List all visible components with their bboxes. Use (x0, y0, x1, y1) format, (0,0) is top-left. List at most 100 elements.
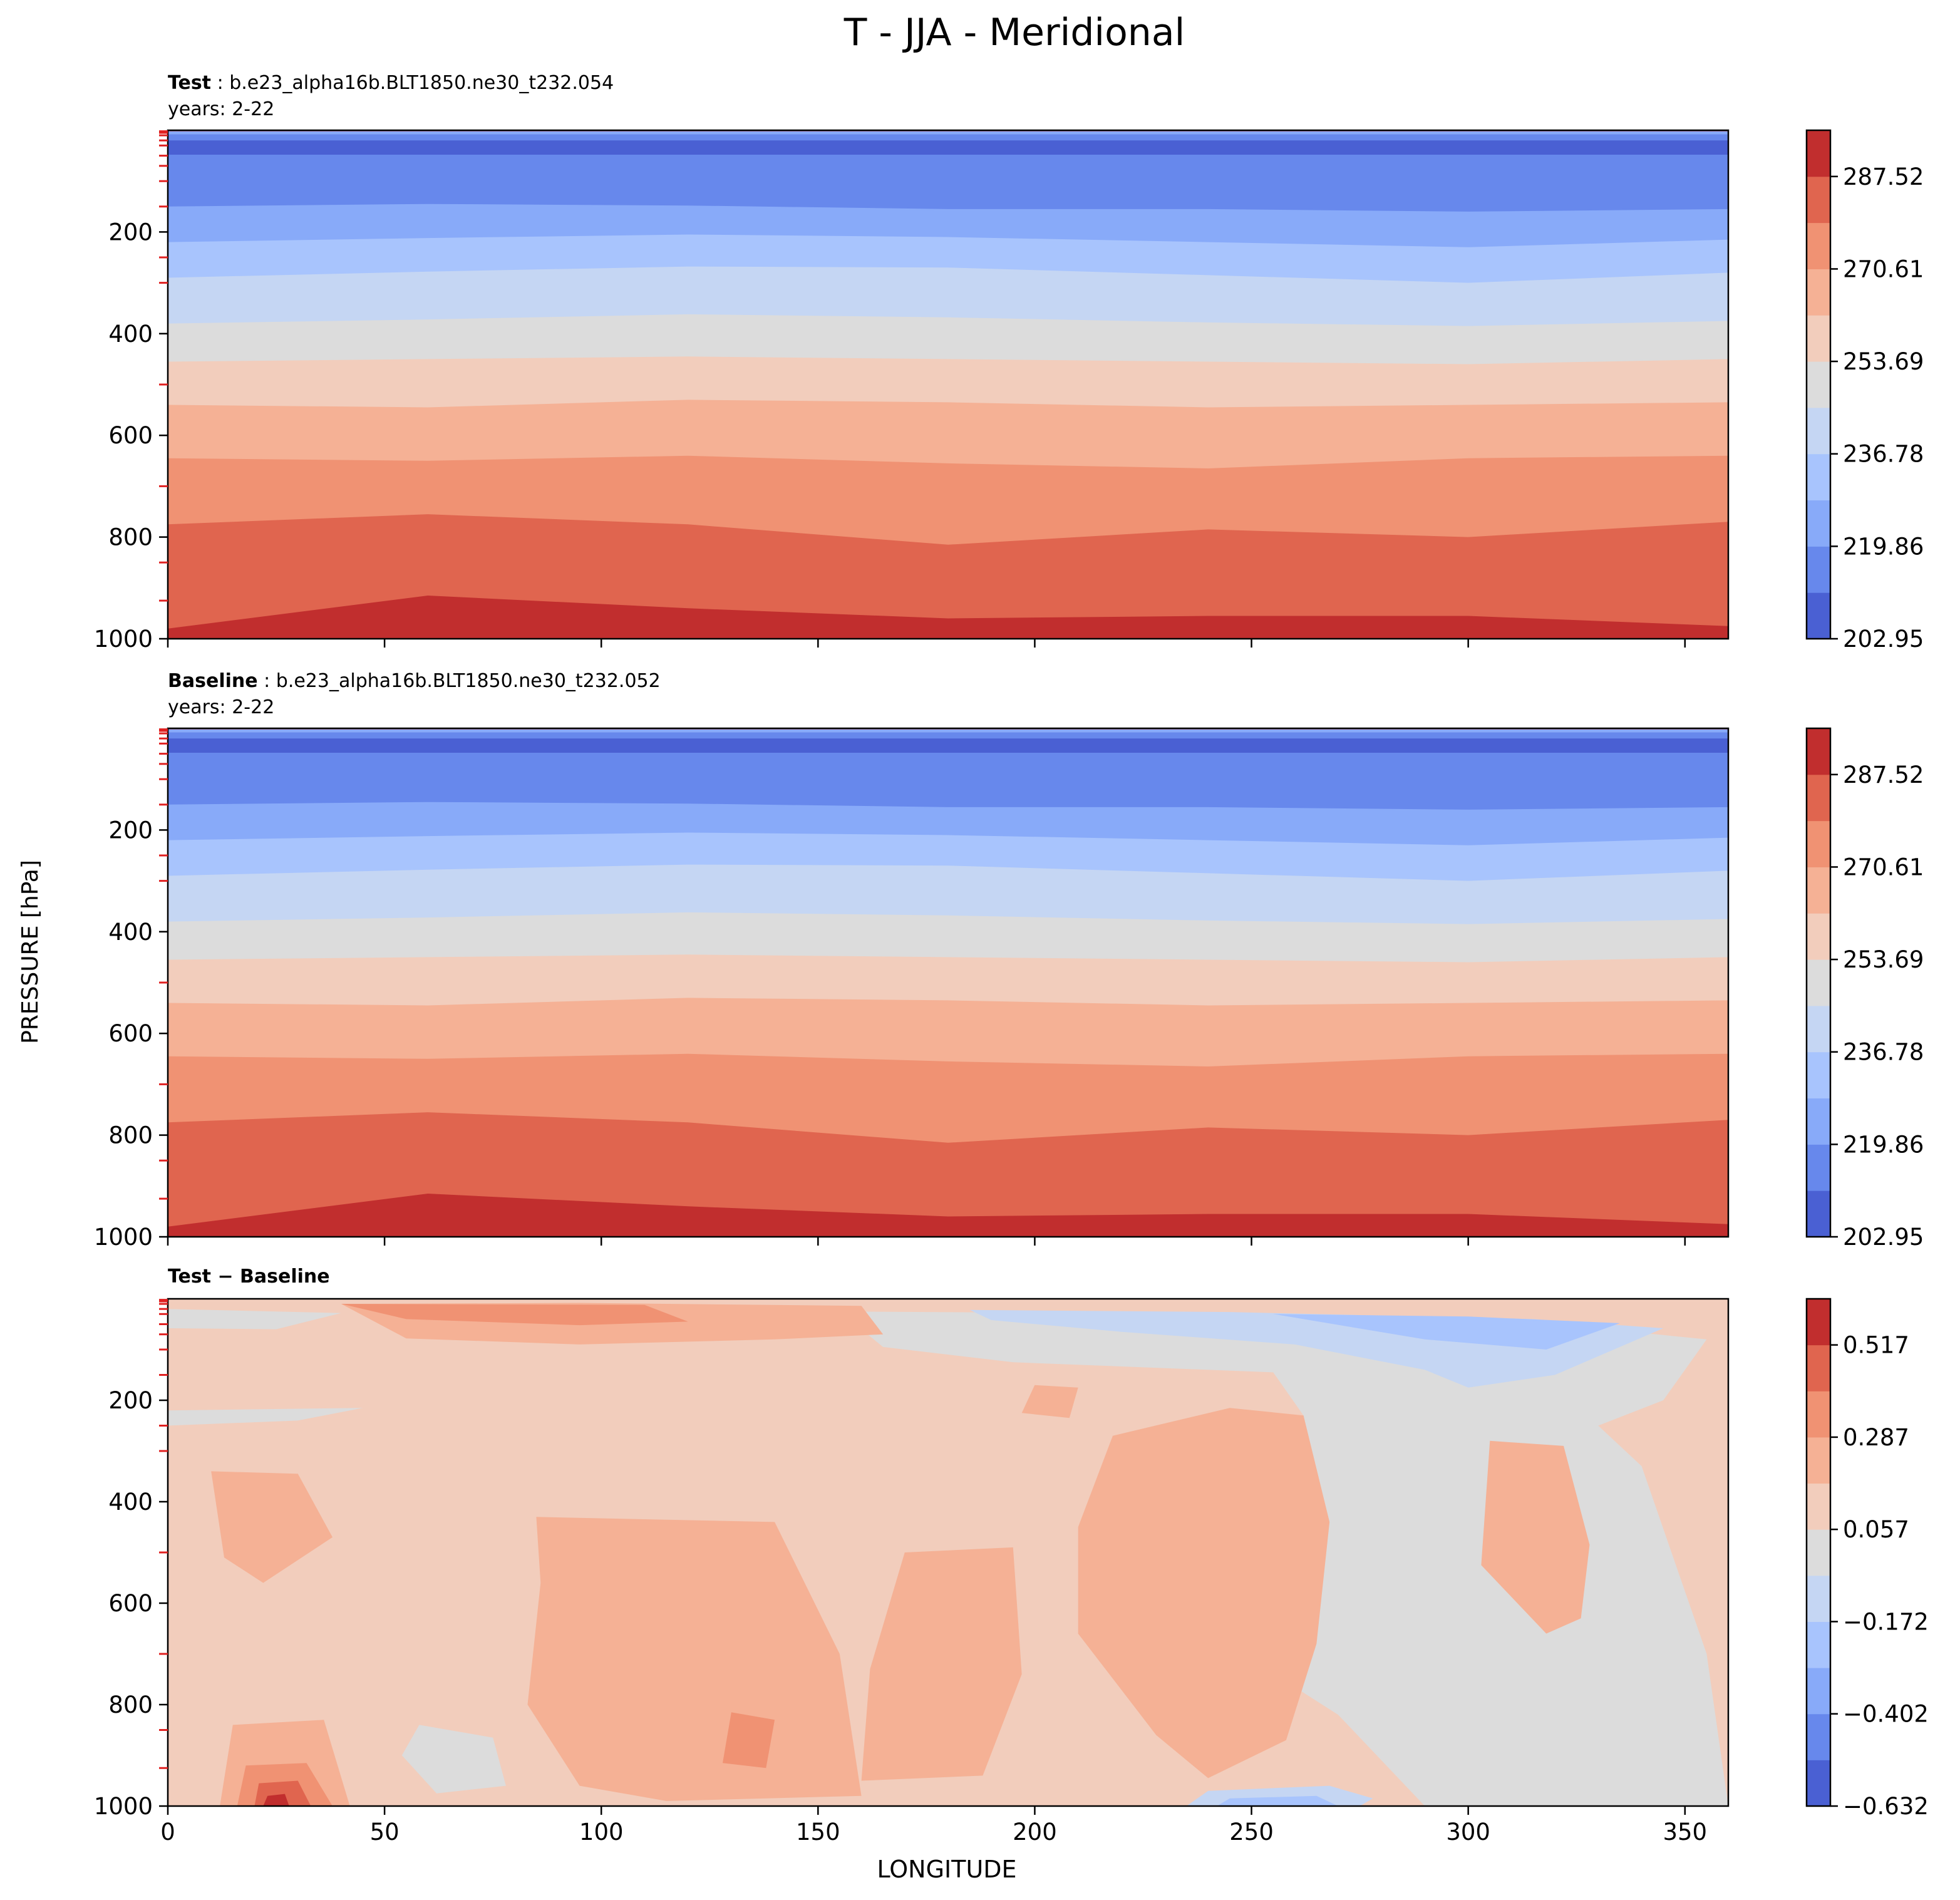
diff-region-20 (1021, 1385, 1078, 1418)
test-panel-title-bold: Test (168, 72, 211, 94)
test-colorbar-tick-label: 287.52 (1843, 163, 1924, 190)
baseline-colorbar-segment (1807, 774, 1830, 822)
test-colorbar-segment (1807, 269, 1830, 316)
test-panel: 200 400 600 800 1000 202.95 219.86 236.78 253.69… (94, 129, 1924, 653)
baseline-colorbar-tick-label: 270.61 (1843, 854, 1924, 880)
diff-xtick-label: 150 (796, 1819, 840, 1846)
diff-xtick-label: 350 (1663, 1819, 1707, 1846)
baseline-colorbar-segment (1807, 959, 1830, 1006)
diff-colorbar-tick-label: −0.632 (1843, 1793, 1929, 1820)
test-ytick-label: 400 (108, 321, 153, 348)
diff-colorbar-segment (1807, 1299, 1830, 1346)
baseline-ytick-label: 400 (108, 919, 153, 946)
figure-title: T - JJA - Meridional (843, 11, 1185, 54)
baseline-colorbar-segment (1807, 1190, 1830, 1237)
diff-panel: 200 400 600 800 1000 0 50 100 150 200 250 300 350 −0.… (94, 1298, 1929, 1846)
diff-colorbar-segment (1807, 1483, 1830, 1530)
test-panel-title-case: : b.e23_alpha16b.BLT1850.ne30_t232.054 (211, 72, 614, 94)
diff-region-13 (1078, 1408, 1330, 1779)
diff-colorbar-frame (1805, 1298, 1832, 1807)
test-colorbar-segment (1807, 315, 1830, 362)
diff-colorbar-segment (1807, 1668, 1830, 1715)
diff-colorbar-segment (1807, 1760, 1830, 1807)
diff-ytick-label: 400 (108, 1489, 153, 1515)
baseline-contour-fills (168, 728, 1728, 1237)
diff-xtick-label: 100 (579, 1819, 624, 1846)
baseline-colorbar-tick-label: 202.95 (1843, 1224, 1924, 1251)
baseline-panel-title-case: : b.e23_alpha16b.BLT1850.ne30_t232.052 (258, 670, 661, 692)
diff-ytick-label: 800 (108, 1691, 153, 1718)
diff-panel-title: Test − Baseline (168, 1266, 330, 1288)
diff-region-11 (527, 1517, 862, 1801)
test-colorbar-tick-label: 253.69 (1843, 348, 1924, 375)
diff-colorbar-tick-label: 0.287 (1843, 1424, 1909, 1451)
baseline-colorbar-tick-label: 236.78 (1843, 1039, 1924, 1066)
y-axis-label: PRESSURE [hPa] (18, 860, 43, 1044)
test-colorbar-segment (1807, 500, 1830, 547)
baseline-colorbar-segment (1807, 820, 1830, 867)
test-colorbar-tick-label: 219.86 (1843, 533, 1924, 560)
diff-contour-fills (168, 1299, 1728, 1806)
diff-colorbar-tick-label: 0.517 (1843, 1332, 1909, 1359)
x-axis-label: LONGITUDE (877, 1856, 1016, 1883)
baseline-ytick-label: 1000 (94, 1224, 153, 1251)
baseline-colorbar-tick-label: 287.52 (1843, 762, 1924, 788)
diff-xtick-label: 300 (1446, 1819, 1490, 1846)
baseline-colorbar-tick-label: 219.86 (1843, 1131, 1924, 1158)
baseline-panel-years: years: 2-22 (168, 696, 274, 718)
baseline-band-2 (168, 728, 1728, 733)
diff-xtick-label: 250 (1229, 1819, 1274, 1846)
test-ytick-label: 1000 (94, 626, 153, 653)
diff-colorbar-segment (1807, 1529, 1830, 1576)
diff-region-3 (401, 1725, 506, 1794)
diff-xtick-label: 0 (160, 1819, 175, 1846)
baseline-colorbar-segment (1807, 913, 1830, 960)
diff-colorbar-segment (1807, 1621, 1830, 1668)
baseline-ytick-label: 600 (108, 1020, 153, 1047)
test-panel-years: years: 2-22 (168, 98, 274, 120)
test-colorbar-tick-label: 236.78 (1843, 441, 1924, 468)
baseline-panel-title: Baseline : b.e23_alpha16b.BLT1850.ne30_t… (168, 670, 661, 692)
baseline-ytick-label: 800 (108, 1122, 153, 1149)
test-colorbar-segment (1807, 592, 1830, 639)
diff-region-14 (1481, 1440, 1590, 1634)
diff-ytick-label: 200 (108, 1387, 153, 1414)
diff-colorbar-segment (1807, 1437, 1830, 1484)
diff-colorbar-segment (1807, 1575, 1830, 1622)
test-colorbar-segment (1807, 407, 1830, 455)
diff-colorbar-tick-label: 0.057 (1843, 1516, 1909, 1543)
test-colorbar-segment (1807, 176, 1830, 224)
baseline-colorbar-segment (1807, 1098, 1830, 1145)
test-colorbar-frame (1805, 129, 1832, 640)
test-ytick-label: 200 (108, 219, 153, 245)
test-band-2 (168, 130, 1728, 135)
diff-region-12 (861, 1547, 1022, 1781)
test-colorbar-tick-label: 270.61 (1843, 256, 1924, 282)
baseline-panel-title-bold: Baseline (168, 670, 258, 692)
baseline-colorbar-segment (1807, 1144, 1830, 1191)
diff-colorbar-tick-label: −0.172 (1843, 1608, 1929, 1635)
test-colorbar-segment (1807, 222, 1830, 269)
diff-region-0 (168, 1309, 341, 1329)
diff-region-7 (1217, 1795, 1338, 1806)
test-colorbar-tick-label: 202.95 (1843, 626, 1924, 653)
test-colorbar-segment (1807, 130, 1830, 177)
diff-colorbar-tick-label: −0.402 (1843, 1701, 1929, 1728)
diff-region-5 (1273, 1314, 1620, 1350)
diff-xtick-label: 200 (1013, 1819, 1057, 1846)
test-ytick-label: 800 (108, 524, 153, 551)
baseline-colorbar-frame (1805, 727, 1832, 1238)
baseline-colorbar-segment (1807, 1005, 1830, 1053)
baseline-colorbar-segment (1807, 728, 1830, 775)
baseline-ytick-label: 200 (108, 817, 153, 844)
diff-colorbar-segment (1807, 1345, 1830, 1391)
diff-region-10 (211, 1471, 333, 1583)
diff-ytick-label: 600 (108, 1590, 153, 1617)
test-ytick-label: 600 (108, 422, 153, 449)
baseline-panel: 200 400 600 800 1000 202.95 219.86 236.78 253.69… (94, 727, 1924, 1251)
test-colorbar-segment (1807, 361, 1830, 408)
diff-region-9 (341, 1304, 688, 1326)
diff-xtick-label: 50 (370, 1819, 400, 1846)
diff-region-1 (168, 1408, 363, 1426)
